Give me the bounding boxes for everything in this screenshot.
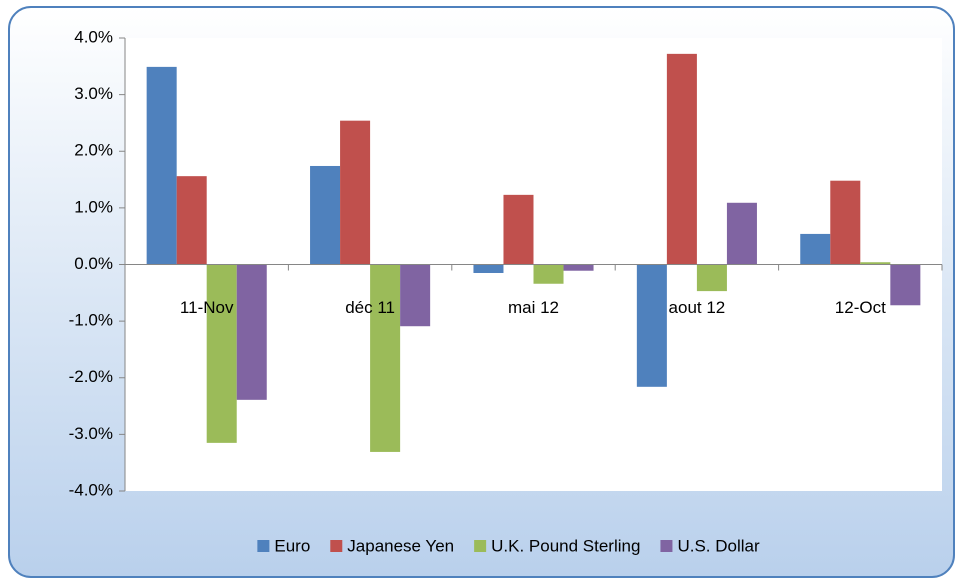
bar [563,264,594,271]
legend-swatch [660,540,673,552]
bar [340,120,371,265]
legend-label: Japanese Yen [347,536,454,555]
legend-label: U.S. Dollar [677,536,760,555]
bar [400,264,431,327]
y-tick-label: 1.0% [74,197,113,216]
bar [726,202,757,265]
bar [860,262,891,265]
x-tick-label: aout 12 [669,298,726,317]
x-tick-label: 11-Nov [180,298,234,317]
bar [176,176,207,265]
bar [666,53,697,265]
bar [503,194,534,265]
bar [890,264,921,306]
y-tick-label: -3.0% [69,424,113,443]
legend-label: Euro [274,536,310,555]
x-tick-label: déc 11 [345,298,395,317]
bar [800,233,831,265]
y-tick-label: 4.0% [74,27,113,46]
y-tick-label: -4.0% [69,480,113,499]
bar [206,264,237,443]
legend-label: U.K. Pound Sterling [491,536,640,555]
legend-swatch [330,540,343,552]
y-tick-label: 0.0% [74,254,113,273]
bar [370,264,401,452]
bar [830,180,861,265]
bar [473,264,504,273]
y-tick-label: 2.0% [74,141,113,160]
bar [310,165,341,265]
legend-swatch [257,540,270,552]
bar [146,66,177,265]
y-tick-label: -2.0% [69,367,113,386]
legend-swatch [474,540,487,552]
bar [533,264,564,284]
y-tick-label: -1.0% [69,311,113,330]
x-tick-label: 12-Oct [835,298,886,317]
y-tick-label: 3.0% [74,84,113,103]
x-tick-label: mai 12 [508,298,559,317]
bar [636,264,667,387]
bar [236,264,267,400]
bar [696,264,727,292]
